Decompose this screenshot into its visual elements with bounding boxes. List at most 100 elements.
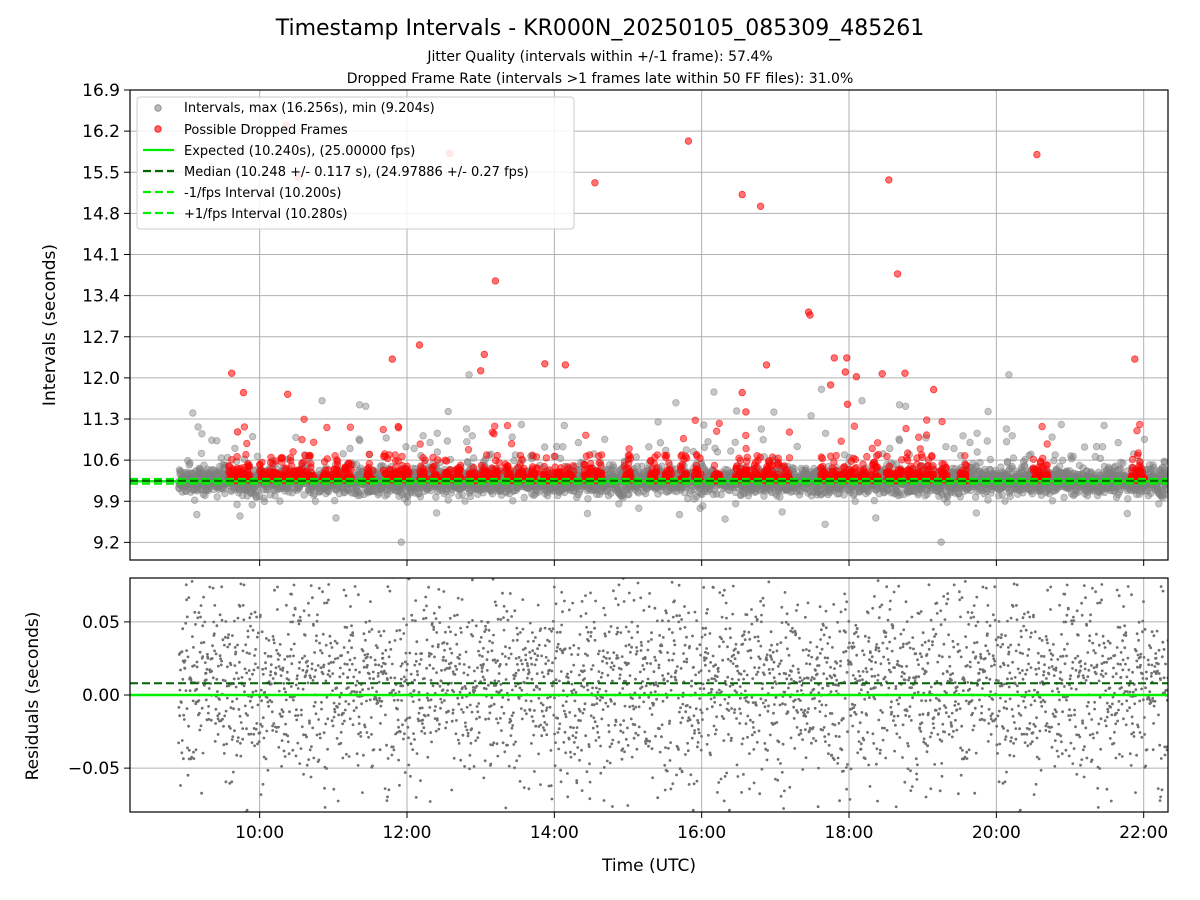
dropped-frame-point bbox=[240, 423, 249, 431]
interval-point bbox=[699, 502, 707, 510]
interval-point bbox=[470, 454, 478, 462]
interval-point bbox=[1155, 500, 1163, 508]
interval-point bbox=[1114, 438, 1122, 447]
interval-point bbox=[966, 438, 974, 447]
interval-point bbox=[1092, 442, 1101, 451]
interval-point bbox=[463, 438, 471, 446]
interval-point bbox=[330, 496, 339, 505]
interval-point bbox=[937, 538, 945, 546]
interval-point bbox=[355, 401, 364, 409]
interval-point bbox=[793, 442, 801, 451]
interval-point bbox=[426, 438, 434, 447]
interval-point bbox=[821, 520, 829, 528]
interval-point bbox=[444, 496, 452, 504]
interval-point bbox=[410, 444, 418, 453]
interval-point bbox=[976, 458, 984, 467]
dropped-frame-point bbox=[289, 448, 297, 456]
interval-point bbox=[397, 538, 405, 546]
interval-point bbox=[432, 509, 441, 517]
interval-point bbox=[443, 437, 452, 445]
interval-point bbox=[253, 452, 262, 460]
interval-point bbox=[517, 420, 526, 429]
interval-point bbox=[1160, 458, 1168, 467]
interval-point bbox=[213, 437, 221, 445]
interval-point bbox=[895, 436, 904, 445]
dropped-frame-point bbox=[243, 439, 251, 448]
interval-point bbox=[584, 495, 592, 503]
dropped-frame-point bbox=[258, 458, 266, 467]
interval-point bbox=[959, 432, 967, 440]
interval-point bbox=[1048, 433, 1056, 441]
interval-point bbox=[645, 443, 653, 451]
interval-point bbox=[601, 435, 609, 443]
interval-point bbox=[217, 454, 225, 462]
interval-point bbox=[221, 489, 229, 498]
interval-point bbox=[731, 438, 739, 446]
interval-point bbox=[213, 493, 221, 501]
interval-point bbox=[704, 438, 712, 446]
interval-point bbox=[276, 497, 284, 505]
interval-point bbox=[541, 443, 549, 451]
interval-point bbox=[193, 510, 201, 519]
dropped-frame-point bbox=[287, 470, 295, 478]
interval-point bbox=[817, 385, 826, 393]
interval-point bbox=[1021, 462, 1029, 470]
interval-point bbox=[895, 401, 904, 409]
dropped-frame-point bbox=[258, 469, 266, 477]
interval-point bbox=[732, 500, 740, 508]
interval-point bbox=[710, 388, 718, 396]
interval-point bbox=[1069, 452, 1077, 461]
interval-point bbox=[757, 425, 766, 433]
interval-point bbox=[462, 425, 471, 433]
interval-point bbox=[197, 449, 206, 458]
interval-point bbox=[339, 450, 347, 458]
interval-point bbox=[858, 397, 866, 405]
interval-point bbox=[236, 512, 244, 520]
interval-point bbox=[553, 442, 561, 451]
interval-point bbox=[559, 443, 567, 451]
interval-point bbox=[654, 418, 662, 426]
dropped-frame-point bbox=[307, 460, 315, 468]
dropped-frame-point bbox=[277, 454, 285, 462]
interval-point bbox=[983, 437, 991, 445]
interval-point bbox=[362, 402, 370, 410]
interval-point bbox=[1149, 463, 1158, 472]
interval-point bbox=[190, 496, 199, 504]
interval-point bbox=[615, 500, 623, 508]
interval-point bbox=[458, 490, 466, 499]
dropped-frame-point bbox=[298, 435, 306, 444]
interval-point bbox=[1009, 454, 1018, 462]
interval-point bbox=[759, 436, 767, 444]
interval-point bbox=[1008, 432, 1016, 440]
interval-point bbox=[973, 448, 981, 456]
interval-point bbox=[973, 429, 981, 437]
interval-point bbox=[972, 509, 981, 517]
interval-point bbox=[194, 423, 202, 431]
interval-point bbox=[419, 432, 427, 440]
interval-point bbox=[233, 500, 241, 509]
interval-point bbox=[870, 496, 879, 505]
interval-point bbox=[444, 407, 452, 416]
interval-point bbox=[465, 371, 473, 379]
interval-point bbox=[583, 509, 592, 518]
interval-point bbox=[872, 514, 880, 522]
interval-point bbox=[1119, 459, 1127, 467]
interval-point bbox=[248, 432, 257, 441]
interval-point bbox=[851, 497, 859, 505]
dropped-frame-point bbox=[242, 450, 250, 459]
interval-point bbox=[186, 459, 194, 467]
dropped-frame-point bbox=[300, 415, 308, 423]
interval-point bbox=[656, 439, 665, 447]
interval-point bbox=[727, 447, 735, 455]
interval-point bbox=[986, 455, 995, 464]
interval-point bbox=[356, 491, 364, 499]
interval-point bbox=[821, 429, 830, 437]
dropped-frame-point bbox=[323, 455, 331, 463]
interval-point bbox=[1048, 497, 1057, 505]
interval-point bbox=[1080, 443, 1089, 451]
dropped-frame-point bbox=[306, 451, 314, 460]
interval-point bbox=[189, 409, 197, 417]
interval-point bbox=[198, 430, 206, 438]
interval-point bbox=[382, 434, 390, 442]
